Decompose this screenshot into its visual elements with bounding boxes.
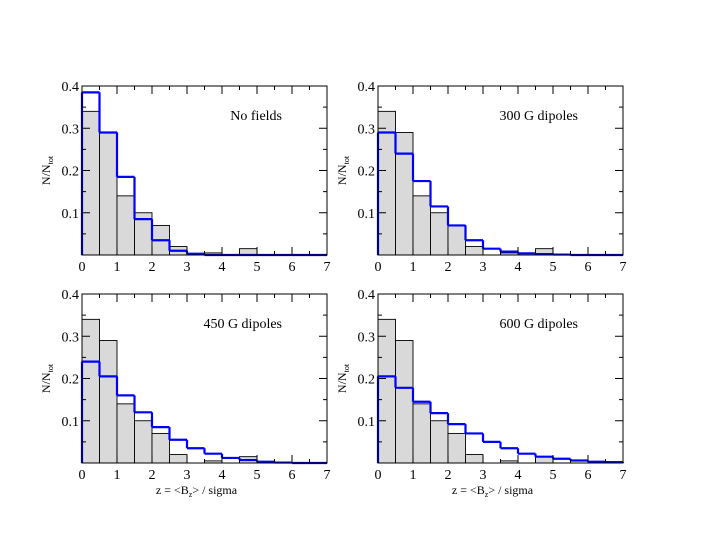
bar-reference-1 — [99, 132, 118, 256]
x-tick-label: 4 — [219, 468, 226, 483]
x-tick-label: 3 — [480, 260, 487, 275]
panel-title: 300 G dipoles — [499, 109, 578, 124]
panel-title: 600 G dipoles — [499, 317, 578, 332]
x-tick-label: 0 — [375, 260, 382, 275]
bar-reference-5 — [465, 454, 484, 464]
y-tick-label: 0.3 — [358, 122, 376, 137]
bar-reference-3 — [134, 420, 153, 464]
y-axis-title-sub: tot — [342, 363, 351, 372]
panel-4: 0 1 2 3 4 5 6 7 0.1 0.2 0.3 0.4 600 G dipoles N/Ntot z… — [335, 288, 627, 499]
series-model — [376, 375, 625, 464]
bar-reference-4 — [151, 432, 170, 464]
y-axis-title: N/Ntot — [335, 363, 351, 393]
y-axis-title-sub: tot — [46, 155, 55, 164]
bar-reference-5 — [465, 246, 484, 256]
y-tick-label: 0.3 — [358, 330, 376, 345]
y-tick-label: 0.2 — [62, 165, 80, 180]
x-axis-title-prefix: z = <B — [452, 483, 485, 497]
y-tick-label: 0.2 — [62, 373, 80, 388]
bar-reference-2 — [412, 195, 431, 256]
x-tick-label: 0 — [79, 468, 86, 483]
bar-reference-5 — [169, 454, 188, 464]
y-tick-label: 0.4 — [358, 80, 376, 95]
bar-reference-3 — [430, 212, 449, 256]
bar-reference-2 — [412, 403, 431, 464]
y-axis-title-sub: tot — [342, 155, 351, 164]
x-tick-label: 1 — [114, 260, 121, 275]
x-axis-title-sub: z — [189, 490, 193, 499]
y-tick-label: 0.3 — [62, 122, 80, 137]
x-tick-label: 6 — [289, 260, 296, 275]
x-tick-label: 7 — [324, 468, 331, 483]
x-tick-label: 6 — [585, 468, 592, 483]
x-tick-label: 1 — [114, 468, 121, 483]
x-tick-label: 1 — [410, 468, 417, 483]
x-tick-label: 5 — [254, 260, 261, 275]
y-tick-label: 0.2 — [358, 373, 376, 388]
series-reference — [377, 318, 554, 464]
y-axis-title-main: N/N — [39, 164, 53, 185]
y-tick-label: 0.4 — [62, 288, 80, 303]
y-tick-label: 0.2 — [358, 165, 376, 180]
y-tick-label: 0.3 — [62, 330, 80, 345]
panel-title: No fields — [230, 109, 282, 124]
x-axis-title: z = <Bz> / sigma — [156, 483, 238, 499]
panel-1: 0 1 2 3 4 5 6 7 0.1 0.2 0.3 0.4 No fields N/Ntot — [39, 80, 331, 275]
x-tick-label: 4 — [515, 260, 522, 275]
panel-title: 450 G dipoles — [203, 317, 282, 332]
x-axis-title: z = <Bz> / sigma — [452, 483, 534, 499]
bar-reference-1 — [99, 340, 118, 464]
bar-reference-2 — [116, 403, 135, 464]
x-tick-label: 4 — [219, 260, 226, 275]
y-tick-label: 0.1 — [62, 207, 80, 222]
panel-2: 0 1 2 3 4 5 6 7 0.1 0.2 0.3 0.4 300 G dipoles N/Ntot — [335, 80, 627, 275]
x-tick-label: 3 — [184, 260, 191, 275]
bar-reference-1 — [395, 132, 414, 256]
bar-reference-4 — [447, 224, 466, 256]
x-axis-title-prefix: z = <B — [156, 483, 189, 497]
y-tick-label: 0.4 — [358, 288, 376, 303]
x-tick-label: 7 — [620, 468, 627, 483]
x-tick-label: 2 — [445, 260, 452, 275]
x-tick-label: 7 — [620, 260, 627, 275]
x-axis-title-suffix: > / sigma — [488, 483, 533, 497]
y-axis-title: N/Ntot — [335, 155, 351, 185]
x-tick-label: 2 — [149, 468, 156, 483]
x-tick-label: 7 — [324, 260, 331, 275]
y-tick-label: 0.1 — [358, 207, 376, 222]
y-axis-title: N/Ntot — [39, 363, 55, 393]
x-tick-label: 2 — [445, 468, 452, 483]
x-tick-label: 5 — [254, 468, 261, 483]
x-tick-label: 6 — [585, 260, 592, 275]
y-axis-title: N/Ntot — [39, 155, 55, 185]
y-axis-title-sub: tot — [46, 363, 55, 372]
y-axis-title-main: N/N — [335, 164, 349, 185]
x-axis-title-sub: z — [485, 490, 489, 499]
x-tick-label: 3 — [184, 468, 191, 483]
x-tick-label: 1 — [410, 260, 417, 275]
x-tick-label: 3 — [480, 468, 487, 483]
x-tick-label: 4 — [515, 468, 522, 483]
bar-reference-4 — [447, 432, 466, 464]
x-tick-label: 0 — [375, 468, 382, 483]
bar-reference-2 — [116, 195, 135, 256]
x-tick-label: 0 — [79, 260, 86, 275]
bar-reference-1 — [395, 340, 414, 464]
y-axis-title-main: N/N — [39, 372, 53, 393]
y-tick-label: 0.4 — [62, 80, 80, 95]
x-tick-label: 5 — [550, 468, 557, 483]
y-tick-label: 0.1 — [62, 415, 80, 430]
x-tick-label: 6 — [289, 468, 296, 483]
panel-3: 0 1 2 3 4 5 6 7 0.1 0.2 0.3 0.4 450 G dipoles N/Ntot z… — [39, 288, 331, 499]
bar-reference-3 — [430, 420, 449, 464]
y-tick-label: 0.1 — [358, 415, 376, 430]
x-tick-label: 5 — [550, 260, 557, 275]
x-tick-label: 2 — [149, 260, 156, 275]
x-axis-title-suffix: > / sigma — [192, 483, 237, 497]
y-axis-title-main: N/N — [335, 372, 349, 393]
